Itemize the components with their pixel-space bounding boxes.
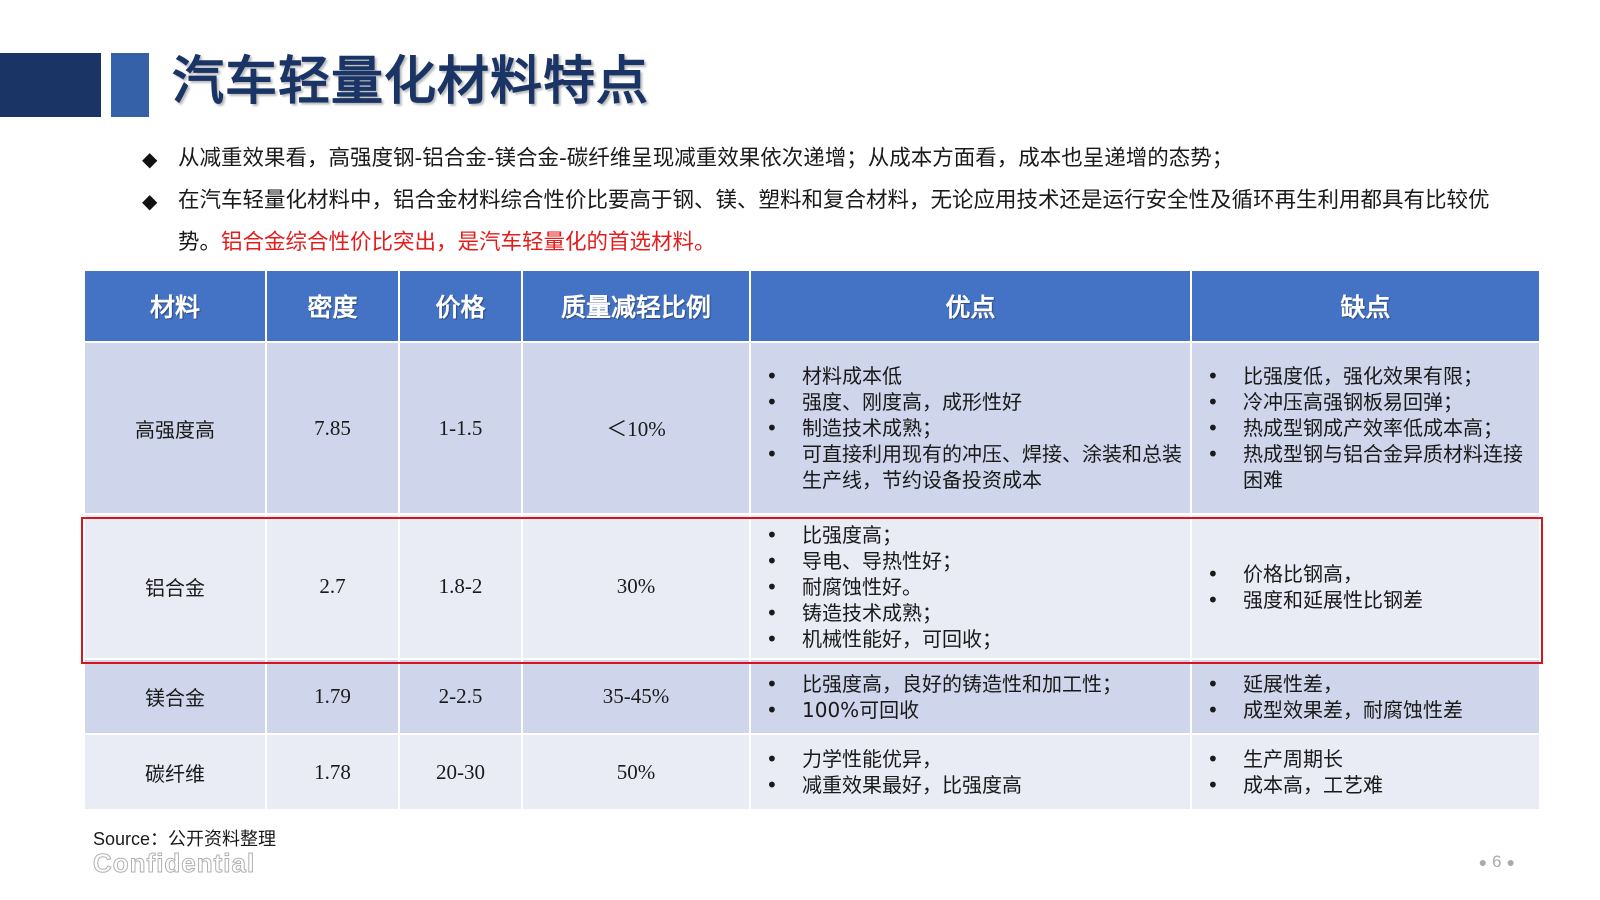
page-number: ● 6 ● <box>1474 852 1520 872</box>
table-header-row: 材料 密度 价格 质量减轻比例 优点 缺点 <box>83 269 1541 343</box>
cell-advantages: 材料成本低 强度、刚度高，成形性好 制造技术成熟； 可直接利用现有的冲压、焊接、… <box>749 340 1192 516</box>
cell-price: 1-1.5 <box>398 340 523 516</box>
list-item: 比强度高； <box>766 522 1182 548</box>
cell-disadvantages: 比强度低，强化效果有限； 冷冲压高强钢板易回弹； 热成型钢成产效率低成本高； 热… <box>1190 340 1541 516</box>
cell-reduction: 35-45% <box>521 658 751 735</box>
list-item: 可直接利用现有的冲压、焊接、涂装和总装生产线，节约设备投资成本 <box>766 441 1182 493</box>
cell-disadvantages: 生产周期长 成本高，工艺难 <box>1190 733 1541 811</box>
list-item: 价格比钢高， <box>1207 561 1531 587</box>
list-item: 减重效果最好，比强度高 <box>766 772 1182 798</box>
table-row: 碳纤维 1.78 20-30 50% 力学性能优异， 减重效果最好，比强度高 生… <box>83 733 1541 811</box>
cell-density: 7.85 <box>265 340 400 516</box>
table-row: 高强度高 7.85 1-1.5 ＜10% 材料成本低 强度、刚度高，成形性好 制… <box>83 340 1541 516</box>
cell-price: 1.8-2 <box>398 513 523 661</box>
cell-reduction: 30% <box>521 513 751 661</box>
list-item: 生产周期长 <box>1207 746 1531 772</box>
header-disadvantages: 缺点 <box>1190 269 1541 343</box>
header-weight-reduction: 质量减轻比例 <box>521 269 751 343</box>
table-row: 镁合金 1.79 2-2.5 35-45% 比强度高，良好的铸造性和加工性； 1… <box>83 658 1541 735</box>
list-item: 机械性能好，可回收； <box>766 626 1182 652</box>
source-note: Source：公开资料整理 <box>93 829 277 849</box>
cell-price: 20-30 <box>398 733 523 811</box>
list-item: 材料成本低 <box>766 363 1182 389</box>
slide-title: 汽车轻量化材料特点 <box>172 52 650 112</box>
cell-advantages: 力学性能优异， 减重效果最好，比强度高 <box>749 733 1192 811</box>
confidential-watermark: Confidential <box>92 848 256 879</box>
table-row: 铝合金 2.7 1.8-2 30% 比强度高； 导电、导热性好； 耐腐蚀性好。 … <box>83 513 1541 661</box>
bullet-item: ◆ 在汽车轻量化材料中，铝合金材料综合性价比要高于钢、镁、塑料和复合材料，无论应… <box>142 180 1502 264</box>
list-item: 延展性差， <box>1207 671 1531 697</box>
header-price: 价格 <box>398 269 523 343</box>
diamond-bullet-icon: ◆ <box>142 189 158 213</box>
title-band-light <box>111 53 149 117</box>
cell-advantages: 比强度高，良好的铸造性和加工性； 100%可回收 <box>749 658 1192 735</box>
cell-material: 碳纤维 <box>83 733 267 811</box>
list-item: 热成型钢与铝合金异质材料连接困难 <box>1207 441 1531 493</box>
page-number-text: 6 <box>1492 852 1502 871</box>
cell-disadvantages: 延展性差， 成型效果差，耐腐蚀性差 <box>1190 658 1541 735</box>
list-item: 成型效果差，耐腐蚀性差 <box>1207 697 1531 723</box>
header-material: 材料 <box>83 269 267 343</box>
dot-icon: ● <box>1478 854 1488 870</box>
header-density: 密度 <box>265 269 400 343</box>
list-item: 冷冲压高强钢板易回弹； <box>1207 389 1531 415</box>
cell-material: 高强度高 <box>83 340 267 516</box>
bullet-item: ◆ 从减重效果看，高强度钢-铝合金-镁合金-碳纤维呈现减重效果依次递增；从成本方… <box>142 138 1502 180</box>
cell-density: 1.79 <box>265 658 400 735</box>
bullet-highlight-text: 铝合金综合性价比突出，是汽车轻量化的首选材料。 <box>221 230 716 255</box>
list-item: 铸造技术成熟； <box>766 600 1182 626</box>
bullet-list: ◆ 从减重效果看，高强度钢-铝合金-镁合金-碳纤维呈现减重效果依次递增；从成本方… <box>142 138 1502 264</box>
list-item: 导电、导热性好； <box>766 548 1182 574</box>
list-item: 热成型钢成产效率低成本高； <box>1207 415 1531 441</box>
list-item: 比强度低，强化效果有限； <box>1207 363 1531 389</box>
list-item: 耐腐蚀性好。 <box>766 574 1182 600</box>
dot-icon: ● <box>1506 854 1515 870</box>
materials-table: 材料 密度 价格 质量减轻比例 优点 缺点 高强度高 7.85 1-1.5 ＜1… <box>83 269 1541 811</box>
list-item: 成本高，工艺难 <box>1207 772 1531 798</box>
cell-disadvantages: 价格比钢高， 强度和延展性比钢差 <box>1190 513 1541 661</box>
list-item: 制造技术成熟； <box>766 415 1182 441</box>
header-advantages: 优点 <box>749 269 1192 343</box>
cell-density: 1.78 <box>265 733 400 811</box>
cell-advantages: 比强度高； 导电、导热性好； 耐腐蚀性好。 铸造技术成熟； 机械性能好，可回收； <box>749 513 1192 661</box>
cell-material: 铝合金 <box>83 513 267 661</box>
list-item: 强度和延展性比钢差 <box>1207 587 1531 613</box>
bullet-text: 从减重效果看，高强度钢-铝合金-镁合金-碳纤维呈现减重效果依次递增；从成本方面看… <box>178 146 1234 171</box>
diamond-bullet-icon: ◆ <box>142 147 158 171</box>
cell-reduction: ＜10% <box>521 340 751 516</box>
list-item: 比强度高，良好的铸造性和加工性； <box>766 671 1182 697</box>
cell-density: 2.7 <box>265 513 400 661</box>
list-item: 100%可回收 <box>766 697 1182 723</box>
bullet-text: 在汽车轻量化材料中，铝合金材料综合性价比要高于钢、镁、塑料和复合材料，无论应用技… <box>178 188 1490 255</box>
list-item: 力学性能优异， <box>766 746 1182 772</box>
cell-price: 2-2.5 <box>398 658 523 735</box>
title-band-dark <box>0 53 101 117</box>
list-item: 强度、刚度高，成形性好 <box>766 389 1182 415</box>
cell-reduction: 50% <box>521 733 751 811</box>
cell-material: 镁合金 <box>83 658 267 735</box>
